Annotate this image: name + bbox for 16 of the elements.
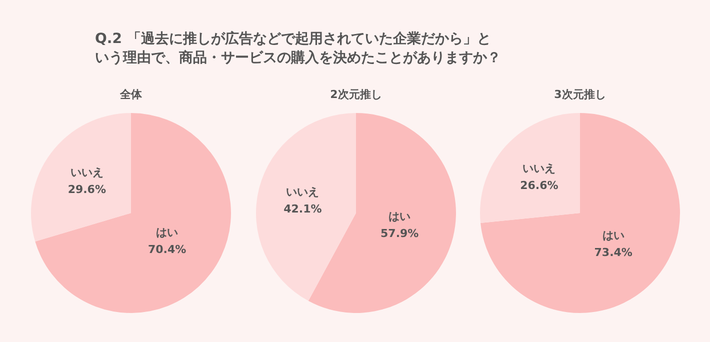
slice-label: はい — [388, 210, 411, 224]
text: Q.2 「過去に推しが広告などで起用されていた企業だから」という理由で、商品・サービスの購入を決めたことがありますか？ — [95, 30, 501, 68]
slice-label: はい — [602, 229, 624, 242]
data-label: 73.4% — [594, 246, 632, 260]
chart-subtitle: 全体 — [119, 88, 143, 101]
data-label: 29.6% — [68, 183, 106, 196]
slice-label: いいえ — [70, 166, 104, 180]
data-label: 26.6% — [520, 179, 558, 192]
data-label: 70.4% — [148, 242, 186, 256]
slice-label: いいえ — [286, 185, 320, 198]
chart-subtitle: 2次元推し — [330, 88, 382, 101]
slice-label: いいえ — [522, 162, 556, 176]
data-label: 42.1% — [284, 202, 322, 216]
data-label: 57.9% — [380, 227, 419, 240]
chart-subtitle: 3次元推し — [554, 88, 606, 101]
slice-label: はい — [156, 226, 178, 239]
